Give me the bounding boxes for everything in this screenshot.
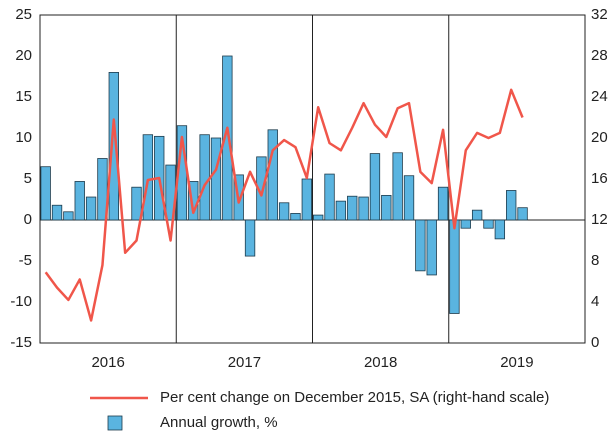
bar [301, 178, 312, 221]
bar [358, 196, 369, 221]
bar [471, 209, 483, 221]
bar [506, 190, 517, 221]
bar [483, 219, 494, 229]
bar [313, 214, 324, 221]
y-tick-label: -5 [19, 252, 32, 269]
bar [403, 175, 415, 221]
bar [381, 194, 392, 221]
bar [517, 207, 528, 221]
y-tick-label: 10 [15, 129, 32, 146]
y-tick-label: -15 [10, 334, 32, 351]
line [44, 88, 524, 322]
legend-label: Annual growth, % [160, 414, 278, 431]
x-tick-label: 2018 [364, 354, 397, 371]
bar [108, 72, 119, 221]
bar [199, 134, 210, 221]
y2-tick-label: 16 [591, 170, 608, 187]
bar [392, 152, 403, 221]
bar [290, 213, 301, 221]
y2-tick-label: 32 [591, 6, 608, 23]
bar [437, 186, 449, 221]
bar [51, 204, 63, 221]
y2-tick-label: 20 [591, 129, 608, 146]
bar [335, 200, 347, 221]
y-tick-label: 0 [24, 211, 32, 228]
bar [324, 173, 335, 221]
legend-label: Per cent change on December 2015, SA (ri… [160, 389, 549, 406]
y-tick-label: 20 [15, 47, 32, 64]
bar [347, 195, 358, 221]
bar [426, 219, 437, 276]
bar [63, 211, 74, 221]
bar [40, 166, 51, 221]
bar [278, 202, 290, 221]
bar [131, 186, 142, 221]
bar [460, 219, 471, 229]
y2-tick-label: 8 [591, 252, 599, 269]
plot-frame [39, 14, 586, 344]
x-tick-label: 2016 [91, 354, 124, 371]
bar [449, 219, 460, 314]
bar [142, 134, 154, 221]
bar [256, 156, 267, 221]
y-tick-label: 25 [15, 6, 32, 23]
bar [494, 219, 506, 240]
bar [85, 196, 97, 221]
bar [222, 55, 233, 221]
legend-swatch [107, 415, 123, 431]
y-tick-label: -10 [10, 293, 32, 310]
y-tick-label: 15 [15, 88, 32, 105]
bar [210, 137, 222, 221]
bar [244, 219, 256, 257]
bar [369, 153, 381, 221]
y2-tick-label: 4 [591, 293, 599, 310]
y2-tick-label: 0 [591, 334, 599, 351]
x-tick-label: 2017 [228, 354, 261, 371]
bar [267, 129, 278, 221]
bar [74, 181, 85, 221]
y2-tick-label: 28 [591, 47, 608, 64]
y2-tick-label: 24 [591, 88, 608, 105]
y2-tick-label: 12 [591, 211, 608, 228]
bar [415, 219, 426, 272]
y-tick-label: 5 [24, 170, 32, 187]
x-tick-label: 2019 [500, 354, 533, 371]
